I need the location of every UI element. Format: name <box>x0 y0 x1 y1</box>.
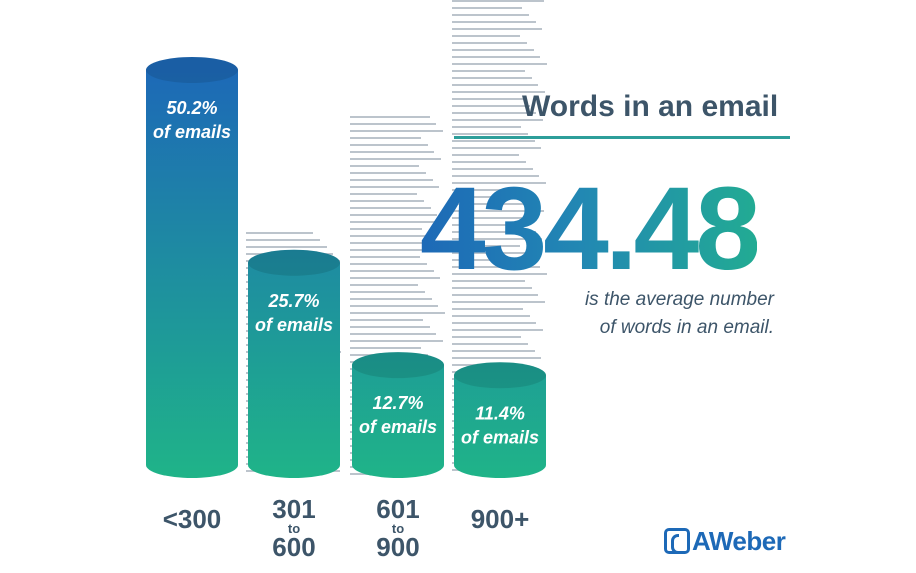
bar-body <box>352 352 444 478</box>
bar-cap <box>352 352 444 379</box>
bar-value-suffix: of emails <box>359 417 437 437</box>
bar-value-label: 50.2% <box>166 98 217 118</box>
category-label: 900+ <box>471 504 530 534</box>
bar-value-label: 11.4% <box>475 403 525 423</box>
bar-body <box>248 249 340 478</box>
bar: 12.7% of emails <box>352 352 444 478</box>
aweber-logo: AWeber <box>664 525 786 556</box>
bar-body <box>454 362 546 478</box>
category-label-bottom: 900 <box>376 532 419 562</box>
bar-value-suffix: of emails <box>153 122 231 142</box>
bar-cap <box>454 362 546 389</box>
bar-cap <box>248 249 340 276</box>
category-label-top: 601 <box>376 494 419 524</box>
aweber-logo-icon <box>664 528 690 554</box>
category-label: <300 <box>163 504 222 534</box>
caption-line-2: of words in an email. <box>599 317 774 338</box>
bar: 25.7% of emails <box>248 249 340 478</box>
bar: 50.2% of emails <box>146 57 238 478</box>
category-label-bottom: 600 <box>272 532 315 562</box>
category-label-top: 301 <box>272 494 315 524</box>
chart-title: Words in an email <box>522 90 779 123</box>
title-divider <box>454 136 790 139</box>
bar-value-label: 25.7% <box>267 291 319 311</box>
average-caption: is the average number of words in an ema… <box>514 286 774 342</box>
bar-value-suffix: of emails <box>255 315 333 335</box>
bar-value-label: 12.7% <box>372 393 423 413</box>
bar-value-suffix: of emails <box>461 427 539 447</box>
category-label-to: to <box>288 521 300 536</box>
aweber-logo-text: AWeber <box>692 525 786 556</box>
bar-cap <box>146 57 238 83</box>
caption-line-1: is the average number <box>584 289 774 310</box>
average-number: 434.48 <box>420 163 761 295</box>
bar-body <box>146 57 238 478</box>
category-label-to: to <box>392 521 404 536</box>
bar: 11.4% of emails <box>454 362 546 478</box>
